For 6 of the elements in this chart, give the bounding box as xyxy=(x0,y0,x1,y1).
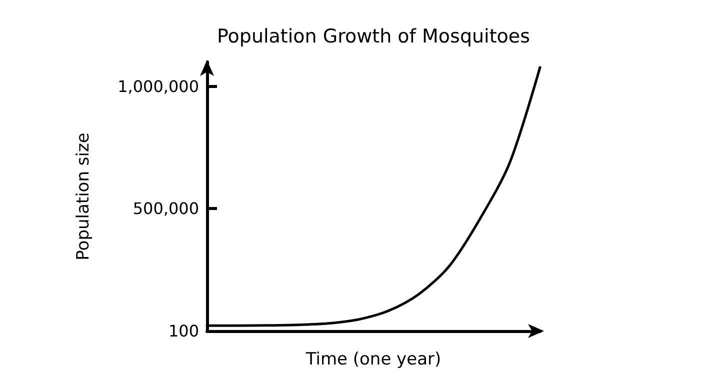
x-axis-title: Time (one year) xyxy=(304,350,442,370)
y-tick-label: 100 xyxy=(168,321,199,340)
y-axis-title: Population size xyxy=(74,132,94,260)
y-tick-label: 1,000,000 xyxy=(118,76,199,96)
chart-title: Population Growth of Mosquitoes xyxy=(217,26,530,48)
y-tick-label: 500,000 xyxy=(132,199,199,218)
